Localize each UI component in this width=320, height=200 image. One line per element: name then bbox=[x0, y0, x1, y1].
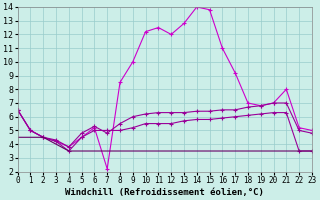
X-axis label: Windchill (Refroidissement éolien,°C): Windchill (Refroidissement éolien,°C) bbox=[65, 188, 264, 197]
